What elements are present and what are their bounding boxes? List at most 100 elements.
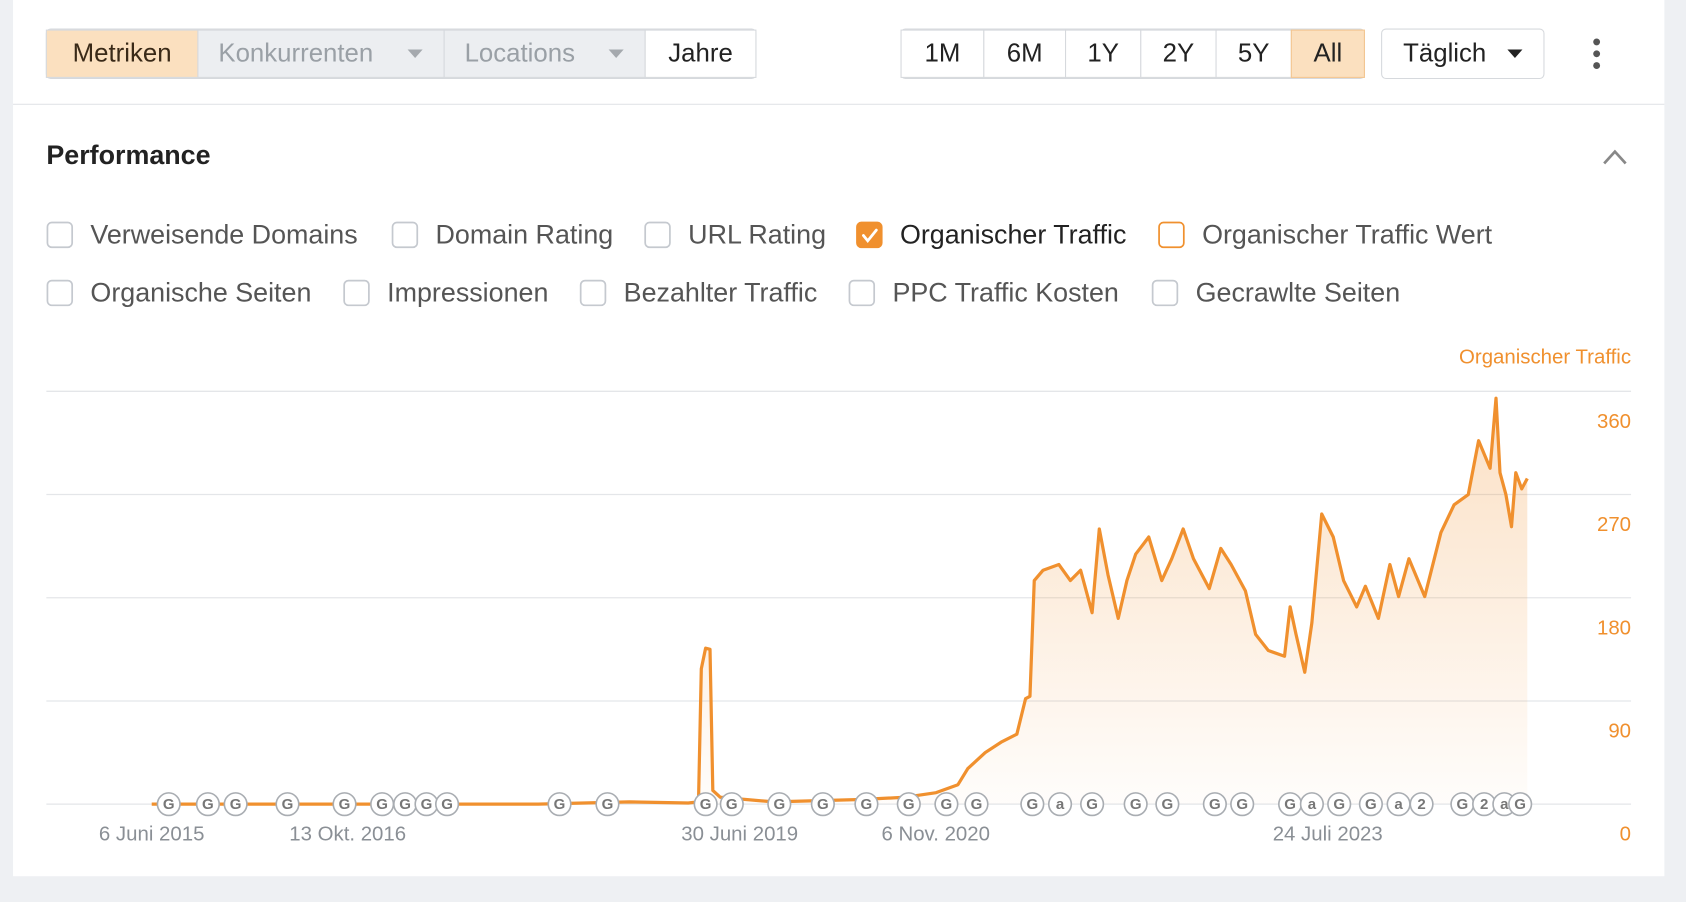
range-label[interactable]: 6M xyxy=(1007,40,1043,68)
annotation-marker[interactable]: G xyxy=(1230,792,1255,817)
annotation-marker[interactable]: G xyxy=(1327,792,1352,817)
annotation-label[interactable]: G xyxy=(1456,796,1468,813)
range-button[interactable] xyxy=(1140,29,1217,78)
annotation-marker[interactable]: G xyxy=(964,792,989,817)
annotation-marker[interactable]: G xyxy=(370,792,395,817)
annotation-label[interactable]: G xyxy=(773,796,785,813)
annotation-label[interactable]: G xyxy=(1236,796,1248,813)
range-label[interactable]: 1M xyxy=(925,40,961,68)
metric-option[interactable]: Impressionen xyxy=(343,278,548,308)
metric-option[interactable]: Organische Seiten xyxy=(46,278,311,308)
metric-label[interactable]: Bezahlter Traffic xyxy=(624,278,818,308)
checkbox[interactable] xyxy=(46,279,74,307)
more-menu[interactable] xyxy=(1593,38,1601,70)
annotation-marker[interactable]: G xyxy=(275,792,300,817)
range-label[interactable]: 2Y xyxy=(1163,40,1195,68)
annotation-circle[interactable] xyxy=(547,792,572,817)
annotation-label[interactable]: G xyxy=(202,796,214,813)
annotation-marker[interactable]: G xyxy=(1358,792,1383,817)
annotation-marker[interactable]: 2 xyxy=(1472,792,1497,817)
tab-label[interactable]: Locations xyxy=(465,40,575,68)
annotation-circle[interactable] xyxy=(1358,792,1383,817)
checkbox[interactable] xyxy=(391,221,419,249)
range-button[interactable] xyxy=(1215,29,1292,78)
annotation-circle[interactable] xyxy=(434,792,460,817)
annotation-circle[interactable] xyxy=(1080,792,1105,817)
annotation-marker[interactable]: G xyxy=(1123,792,1148,817)
annotation-label[interactable]: G xyxy=(903,796,915,813)
collapse-icon[interactable] xyxy=(1603,149,1627,165)
metric-label[interactable]: PPC Traffic Kosten xyxy=(892,278,1118,308)
annotation-label[interactable]: G xyxy=(1130,796,1142,813)
annotation-circle[interactable] xyxy=(332,792,357,817)
annotation-marker[interactable]: G xyxy=(767,792,792,817)
annotation-marker[interactable]: G xyxy=(854,792,879,817)
annotation-marker[interactable]: G xyxy=(156,792,181,817)
annotation-label[interactable]: G xyxy=(421,796,433,813)
annotation-circle[interactable] xyxy=(1020,792,1045,817)
checkbox[interactable] xyxy=(579,279,607,307)
annotation-circle[interactable] xyxy=(896,792,921,817)
annotation-marker[interactable]: G xyxy=(1508,792,1533,817)
metric-label[interactable]: Impressionen xyxy=(387,278,548,308)
annotation-label[interactable]: G xyxy=(1026,796,1038,813)
metric-label[interactable]: Organischer Traffic Wert xyxy=(1202,220,1493,250)
checkbox[interactable] xyxy=(856,221,883,249)
annotation-label[interactable]: a xyxy=(1308,796,1317,813)
annotation-circle[interactable] xyxy=(1327,792,1352,817)
annotation-label[interactable]: a xyxy=(1056,796,1065,813)
checkbox[interactable] xyxy=(343,279,370,307)
annotation-label[interactable]: 2 xyxy=(1480,796,1488,813)
annotation-marker[interactable]: G xyxy=(195,792,221,817)
metric-option[interactable]: Gecrawlte Seiten xyxy=(1151,278,1401,308)
annotation-circle[interactable] xyxy=(719,792,744,817)
annotation-circle[interactable] xyxy=(693,792,718,817)
annotation-label[interactable]: G xyxy=(941,796,953,813)
annotation-label[interactable]: G xyxy=(1514,796,1526,813)
annotation-label[interactable]: G xyxy=(339,796,351,813)
metric-option[interactable]: Organischer Traffic xyxy=(856,220,1126,250)
metric-option[interactable]: Organischer Traffic Wert xyxy=(1158,220,1493,250)
range-label[interactable]: All xyxy=(1314,40,1343,68)
annotation-label[interactable]: G xyxy=(282,796,294,813)
checkbox[interactable] xyxy=(1151,279,1179,307)
metric-option[interactable]: Domain Rating xyxy=(391,220,614,250)
annotation-circle[interactable] xyxy=(1202,792,1227,817)
interval-label[interactable]: Täglich xyxy=(1403,40,1486,68)
annotation-marker[interactable]: G xyxy=(693,792,718,817)
range-label[interactable]: 5Y xyxy=(1238,40,1270,68)
annotation-label[interactable]: G xyxy=(602,796,614,813)
annotation-circle[interactable] xyxy=(1047,792,1073,817)
tab-label[interactable]: Konkurrenten xyxy=(218,40,373,68)
tab-label[interactable]: Metriken xyxy=(73,40,172,68)
annotation-label[interactable]: G xyxy=(441,796,453,813)
annotation-circle[interactable] xyxy=(810,792,835,817)
annotation-marker[interactable]: G xyxy=(434,792,460,817)
annotation-label[interactable]: G xyxy=(726,796,738,813)
metric-label[interactable]: Gecrawlte Seiten xyxy=(1196,278,1401,308)
annotation-circle[interactable] xyxy=(156,792,181,817)
annotation-marker[interactable]: G xyxy=(1278,792,1303,817)
checkbox[interactable] xyxy=(46,221,74,249)
tab-label[interactable]: Jahre xyxy=(668,40,733,68)
annotation-label[interactable]: G xyxy=(861,796,873,813)
annotation-marker[interactable]: G xyxy=(1020,792,1045,817)
checkbox[interactable] xyxy=(644,221,671,249)
annotation-circle[interactable] xyxy=(1508,792,1533,817)
annotation-marker[interactable]: G xyxy=(414,792,439,817)
annotation-circle[interactable] xyxy=(1123,792,1148,817)
annotation-marker[interactable]: G xyxy=(934,792,959,817)
interval-dropdown[interactable] xyxy=(1381,28,1545,80)
metric-option[interactable]: Verweisende Domains xyxy=(46,220,358,250)
annotation-marker[interactable]: G xyxy=(393,792,418,817)
annotation-marker[interactable]: a xyxy=(1386,792,1411,817)
annotation-marker[interactable]: G xyxy=(547,792,572,817)
annotation-label[interactable]: 2 xyxy=(1417,796,1425,813)
annotation-label[interactable]: G xyxy=(971,796,983,813)
annotation-circle[interactable] xyxy=(1155,792,1180,817)
annotation-label[interactable]: G xyxy=(376,796,388,813)
metric-option[interactable]: Bezahlter Traffic xyxy=(579,278,818,308)
annotation-circle[interactable] xyxy=(1299,792,1324,817)
annotation-label[interactable]: G xyxy=(1161,796,1173,813)
annotation-label[interactable]: G xyxy=(1086,796,1098,813)
